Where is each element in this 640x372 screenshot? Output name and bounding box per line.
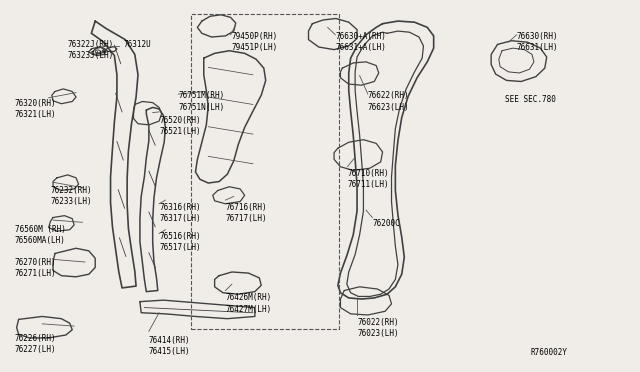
Text: 76426M(RH)
76427M(LH): 76426M(RH) 76427M(LH) (225, 294, 272, 314)
Text: 76560M (RH)
76560MA(LH): 76560M (RH) 76560MA(LH) (15, 225, 66, 245)
Text: 76316(RH)
76317(LH): 76316(RH) 76317(LH) (159, 203, 201, 223)
Text: 76226(RH)
76227(LH): 76226(RH) 76227(LH) (15, 334, 56, 355)
Text: 76520(RH)
76521(LH): 76520(RH) 76521(LH) (159, 116, 201, 136)
Text: 76232(RH)
76233(LH): 76232(RH) 76233(LH) (51, 186, 92, 206)
Text: 76630(RH)
76631(LH): 76630(RH) 76631(LH) (516, 32, 558, 52)
Bar (191, 14, 339, 329)
Text: 76414(RH)
76415(LH): 76414(RH) 76415(LH) (149, 336, 191, 356)
Text: 76710(RH)
76711(LH): 76710(RH) 76711(LH) (348, 169, 389, 189)
Text: 76622(RH)
76623(LH): 76622(RH) 76623(LH) (368, 92, 410, 112)
Text: 76200C: 76200C (372, 219, 400, 228)
Text: 76312U: 76312U (124, 39, 152, 49)
Text: 76270(RH)
76271(LH): 76270(RH) 76271(LH) (15, 258, 56, 278)
Text: 76322J(RH)
76323J(LH): 76322J(RH) 76323J(LH) (68, 39, 114, 60)
Text: 76751M(RH)
76751N(LH): 76751M(RH) 76751N(LH) (178, 92, 225, 112)
Text: 79450P(RH)
79451P(LH): 79450P(RH) 79451P(LH) (232, 32, 278, 52)
Text: 76516(RH)
76517(LH): 76516(RH) 76517(LH) (159, 232, 201, 253)
Text: R760002Y: R760002Y (531, 348, 568, 357)
Text: 76022(RH)
76023(LH): 76022(RH) 76023(LH) (357, 318, 399, 338)
Circle shape (102, 50, 106, 52)
Text: 76320(RH)
76321(LH): 76320(RH) 76321(LH) (15, 99, 56, 119)
Text: SEE SEC.780: SEE SEC.780 (505, 95, 556, 104)
Text: 76630+A(RH)
76631+A(LH): 76630+A(RH) 76631+A(LH) (335, 32, 386, 52)
Text: 76716(RH)
76717(LH): 76716(RH) 76717(LH) (225, 203, 267, 223)
